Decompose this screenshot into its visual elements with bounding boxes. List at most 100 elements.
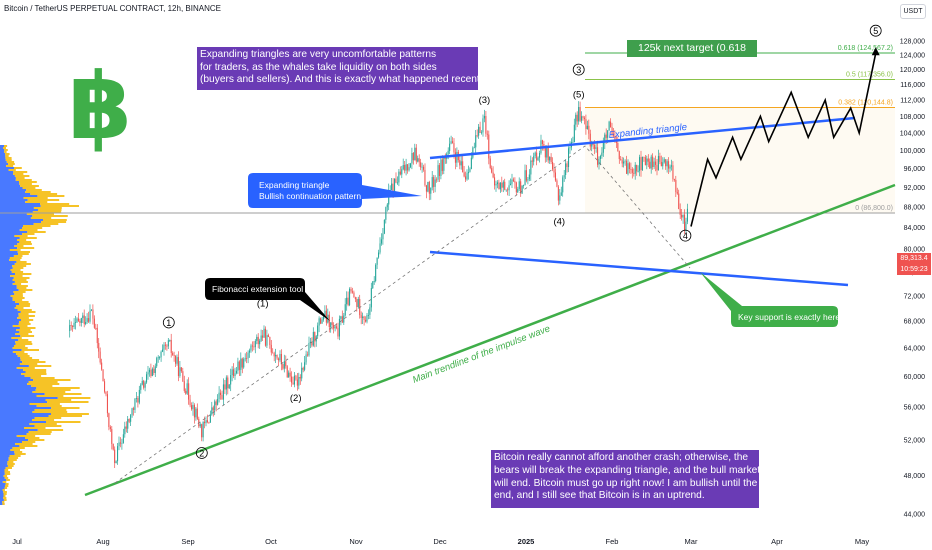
x-tick-label: Oct	[265, 537, 278, 546]
candle-body	[520, 181, 522, 194]
y-tick-label: 92,000	[904, 185, 926, 192]
candle-body	[424, 169, 426, 186]
volume-bar-buy	[0, 187, 23, 189]
candle-body	[686, 208, 688, 222]
candle-body	[211, 407, 213, 415]
candle-body	[402, 165, 404, 170]
volume-bar-sell	[3, 497, 7, 499]
candle-body	[183, 381, 185, 391]
volume-bar-sell	[32, 411, 68, 413]
volume-bar-buy	[0, 339, 19, 341]
candle-body	[83, 315, 85, 325]
volume-bar-buy	[0, 207, 34, 209]
volume-bar-sell	[14, 453, 26, 455]
candle-body	[492, 172, 494, 178]
candle-body	[494, 177, 496, 186]
volume-bar-buy	[0, 203, 41, 205]
candle-body	[662, 162, 664, 167]
y-tick-label: 124,000	[900, 53, 925, 60]
trendline-label: Main trendline of the impulse wave	[411, 323, 552, 385]
wave-label: (2)	[290, 393, 302, 404]
volume-bar-buy	[0, 423, 30, 425]
volume-bar-buy	[0, 381, 29, 383]
y-tick-label: 64,000	[904, 346, 926, 353]
volume-bar-buy	[0, 375, 25, 377]
countdown-tag: 10:59:23	[897, 264, 931, 275]
y-tick-label: 60,000	[904, 374, 926, 381]
volume-bar-buy	[0, 287, 17, 289]
candle-body	[633, 172, 635, 174]
volume-bar-buy	[0, 171, 14, 173]
candle-body	[614, 135, 616, 141]
note-top-line: for traders, as the whales take liquidit…	[200, 61, 437, 73]
candle-body	[563, 175, 565, 178]
volume-bar-buy	[0, 425, 35, 427]
volume-bar-sell	[26, 189, 42, 191]
volume-bar-sell	[21, 319, 34, 321]
candle-body	[408, 167, 410, 171]
volume-bar-sell	[12, 351, 25, 353]
volume-bar-buy	[0, 435, 17, 437]
candle-body	[206, 420, 208, 423]
candle-body	[191, 405, 193, 410]
projection-arrowhead	[871, 47, 880, 56]
note-bottom-line: end, and I still see that Bitcoin is in …	[494, 490, 705, 502]
currency-badge[interactable]: USDT	[900, 4, 926, 19]
candle-body	[668, 161, 670, 169]
volume-bar-buy	[0, 161, 7, 163]
candle-body	[73, 322, 75, 327]
volume-bar-buy	[0, 313, 19, 315]
candle-body	[243, 359, 245, 368]
volume-bar-sell	[22, 187, 36, 189]
volume-bar-sell	[3, 475, 8, 477]
volume-bar-sell	[28, 381, 58, 383]
candle-body	[217, 398, 219, 405]
y-tick-label: 112,000	[900, 98, 925, 105]
volume-bar-buy	[0, 431, 29, 433]
x-tick-label: Feb	[606, 537, 619, 546]
candle-body	[201, 424, 203, 438]
volume-bar-sell	[4, 149, 8, 151]
candle-body	[488, 134, 490, 159]
candle-body	[601, 152, 603, 156]
volume-bar-buy	[0, 181, 19, 183]
candle-body	[578, 107, 580, 122]
volume-bar-buy	[0, 301, 15, 303]
candle-body	[573, 124, 575, 143]
volume-bar-sell	[19, 327, 36, 329]
candle-body	[146, 374, 148, 383]
candle-body	[415, 147, 417, 162]
volume-bar-sell	[12, 447, 25, 449]
candle-body	[264, 328, 266, 346]
candle-body	[363, 316, 365, 320]
candle-body	[267, 335, 269, 337]
volume-bar-sell	[5, 157, 12, 159]
volume-bar-sell	[29, 423, 57, 425]
candle-body	[376, 257, 378, 265]
volume-bar-sell	[16, 287, 27, 289]
fib-callout-bg	[205, 278, 330, 321]
volume-bar-sell	[11, 271, 24, 273]
candle-body	[79, 320, 81, 323]
candle-body	[536, 152, 538, 161]
volume-bar-sell	[19, 445, 38, 447]
volume-bar-buy	[0, 183, 20, 185]
volume-bar-sell	[22, 227, 43, 229]
candle-body	[398, 171, 400, 183]
volume-bar-buy	[0, 259, 10, 261]
volume-bar-buy	[0, 451, 15, 453]
fibonacci-extension: 0.618 (124,567.2)0.5 (117,356.0)0.382 (1…	[0, 45, 895, 214]
volume-bar-buy	[0, 497, 4, 499]
volume-bar-buy	[0, 419, 32, 421]
candle-body	[257, 336, 259, 345]
candle-body	[414, 147, 416, 161]
candle-body	[225, 377, 227, 390]
candle-body	[115, 461, 117, 463]
candle-body	[338, 318, 340, 337]
candle-body	[412, 153, 414, 161]
volume-bar-buy	[0, 245, 15, 247]
candle-body	[546, 148, 548, 158]
candle-body	[312, 332, 314, 346]
candle-body	[641, 156, 643, 171]
